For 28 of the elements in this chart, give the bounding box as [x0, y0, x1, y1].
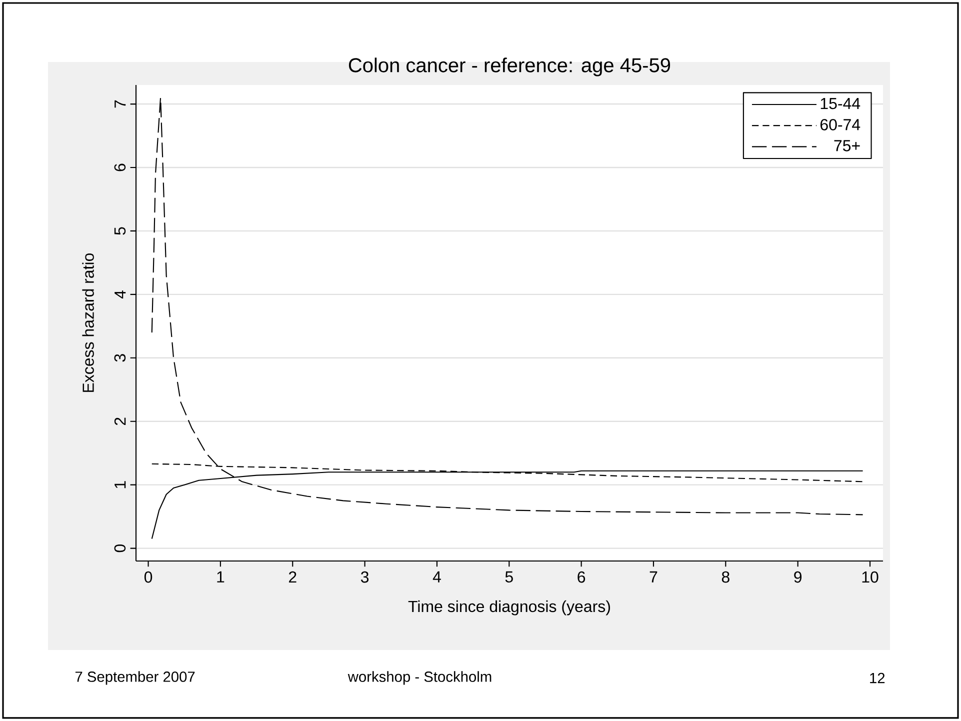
x-tick-label: 8 — [722, 571, 730, 583]
y-tick-label: 2 — [114, 418, 126, 426]
x-tick-label: 4 — [432, 571, 441, 582]
x-tick-label: 9 — [794, 571, 802, 583]
x-tick-label: 0 — [144, 571, 152, 583]
x-tick-label: 10 — [862, 571, 878, 583]
x-axis-title: Time since diagnosis (years) — [408, 600, 610, 616]
x-tick-label: 5 — [505, 571, 513, 583]
x-tick-label: 6 — [578, 571, 586, 583]
y-tick-label: 7 — [114, 100, 126, 108]
x-tick-label: 7 — [650, 571, 658, 582]
legend-label: 15-44 — [820, 98, 860, 110]
legend-label: 60-74 — [820, 119, 860, 130]
y-tick-label: 4 — [114, 290, 126, 299]
y-tick-label: 1 — [114, 481, 126, 488]
x-tick-label: 2 — [288, 571, 296, 583]
x-tick-label: 1 — [217, 571, 224, 582]
y-axis-title: Excess hazard ratio — [82, 253, 94, 392]
legend-label: 75+ — [834, 140, 860, 152]
x-tick-label: 3 — [360, 571, 369, 583]
text: 7 September 2007 — [75, 671, 195, 685]
y-tick-label: 5 — [114, 227, 126, 235]
text: workshop - Stockholm — [348, 671, 492, 685]
text: 12 — [870, 672, 885, 684]
y-tick-label: 6 — [114, 164, 126, 172]
chart-title: Colon cancer - reference: age 45-59 — [348, 58, 670, 76]
y-tick-label: 0 — [114, 544, 126, 552]
y-tick-label: 3 — [114, 354, 126, 362]
